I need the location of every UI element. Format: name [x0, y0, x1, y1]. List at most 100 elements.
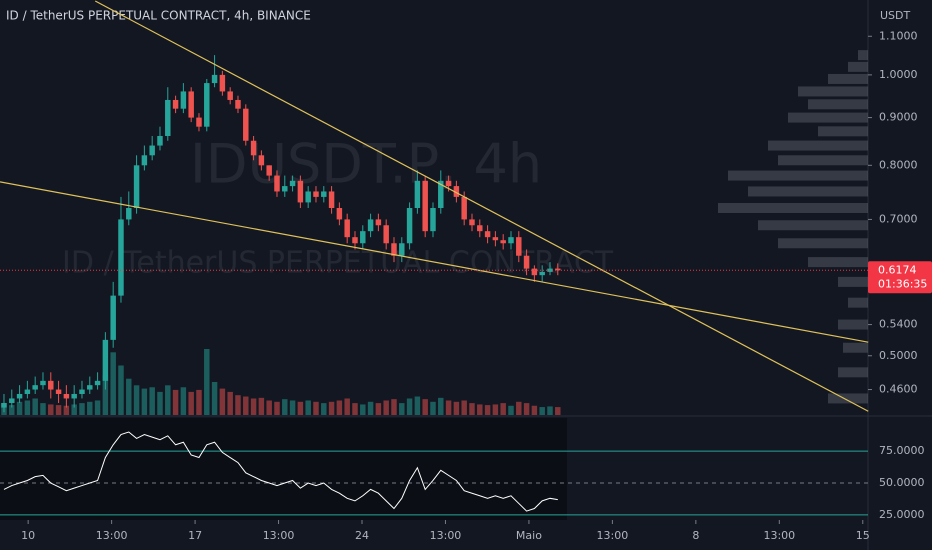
volume-bar — [48, 404, 54, 415]
volume-profile-bar — [828, 73, 868, 84]
rsi-line — [3, 431, 558, 512]
volume-bar — [352, 403, 358, 415]
trendline — [94, 0, 869, 412]
volume-profile-bar — [848, 297, 868, 308]
volume-bar — [430, 401, 436, 415]
candle-body — [414, 180, 421, 209]
volume-bar — [469, 403, 475, 415]
volume-bar — [282, 399, 288, 415]
volume-bar — [539, 407, 545, 415]
candle-body — [406, 208, 413, 244]
candle-body — [500, 240, 506, 244]
y-tick-label: 0.9000 — [879, 111, 918, 124]
volume-profile-bar — [798, 86, 868, 97]
candle-body — [87, 385, 93, 390]
candle-body — [258, 155, 265, 166]
candle-body — [539, 271, 545, 276]
y-tick-label: 0.4600 — [879, 383, 918, 396]
volume-bar — [492, 404, 499, 415]
chart-title: ID / TetherUS PERPETUAL CONTRACT, 4h, BI… — [6, 9, 311, 23]
candle-body — [555, 268, 561, 271]
volume-profile-bar — [838, 276, 868, 287]
candle-body — [531, 268, 538, 276]
x-tick-label: 13:00 — [263, 529, 295, 542]
volume-bar — [375, 403, 382, 415]
volume-bar — [328, 401, 335, 415]
watermark: ID / TetherUS PERPETUAL CONTRACT — [62, 246, 614, 281]
volume-bar — [399, 403, 405, 415]
rsi-tick-label: 50.0000 — [879, 476, 925, 489]
y-tick-label: 1.0000 — [879, 68, 918, 81]
volume-bar — [305, 400, 311, 415]
candle-body — [484, 231, 491, 238]
candle-body — [32, 385, 38, 390]
candle-body — [360, 231, 366, 244]
volume-profile-bar — [808, 257, 868, 268]
candle-body — [16, 393, 23, 399]
last-price-label: 0.6174 — [878, 263, 917, 276]
x-tick-label: 24 — [355, 529, 369, 542]
rsi-tick-label: 75.0000 — [879, 444, 925, 457]
candle-body — [438, 180, 444, 209]
candle-body — [453, 186, 460, 197]
volume-bar — [414, 396, 421, 415]
volume-profile-bar — [778, 238, 868, 249]
y-tick-label: 0.5000 — [879, 349, 918, 362]
candle-body — [297, 180, 304, 203]
volume-bar — [453, 401, 460, 415]
volume-bar — [133, 385, 140, 415]
volume-bar — [126, 378, 132, 415]
volume-bar — [118, 365, 124, 415]
candle-body — [24, 389, 31, 394]
candle-body — [266, 165, 272, 176]
candle-body — [196, 117, 202, 127]
volume-bar — [9, 405, 15, 415]
volume-bar — [157, 391, 163, 415]
volume-profile-bar — [848, 61, 868, 72]
volume-bar — [219, 388, 226, 415]
x-tick-label: 8 — [692, 529, 699, 542]
volume-bar — [500, 403, 506, 415]
volume-bar — [40, 403, 46, 415]
volume-bar — [391, 399, 397, 415]
volume-profile-bar — [818, 126, 868, 137]
volume-bar — [110, 352, 116, 415]
volume-profile-bar — [858, 50, 868, 61]
candle-body — [250, 140, 257, 156]
volume-profile-bar — [768, 140, 868, 151]
trendline — [0, 181, 869, 343]
x-tick-label: 15 — [856, 529, 870, 542]
volume-profile-bar — [808, 99, 868, 110]
candle-body — [461, 196, 467, 220]
y-tick-label: 0.7000 — [879, 212, 918, 225]
countdown-label: 01:36:35 — [878, 277, 927, 290]
volume-bar — [250, 398, 257, 415]
candle-body — [469, 219, 475, 226]
x-tick-label: Maio — [516, 529, 542, 542]
candle-body — [336, 208, 343, 220]
candle-body — [180, 91, 187, 109]
volume-bar — [87, 401, 93, 415]
candle-body — [227, 91, 233, 100]
x-tick-label: 13:00 — [763, 529, 795, 542]
candle-body — [79, 389, 85, 394]
candle-body — [63, 393, 70, 399]
volume-bar — [547, 406, 553, 415]
volume-bar — [289, 400, 296, 415]
volume-bar — [438, 397, 444, 415]
volume-bar — [360, 404, 366, 415]
volume-bar — [336, 400, 343, 415]
candle-body — [508, 237, 514, 244]
candle-body — [477, 225, 483, 232]
rsi-tick-label: 25.0000 — [879, 508, 925, 521]
candle-body — [149, 145, 155, 156]
candle-body — [172, 99, 179, 109]
candle-body — [422, 180, 428, 232]
candle-body — [71, 393, 77, 399]
candle-body — [40, 380, 46, 386]
x-tick-label: 13:00 — [96, 529, 128, 542]
candle-body — [328, 191, 335, 209]
volume-bar — [531, 405, 538, 415]
volume-bar — [32, 398, 38, 415]
candle-body — [126, 208, 132, 220]
